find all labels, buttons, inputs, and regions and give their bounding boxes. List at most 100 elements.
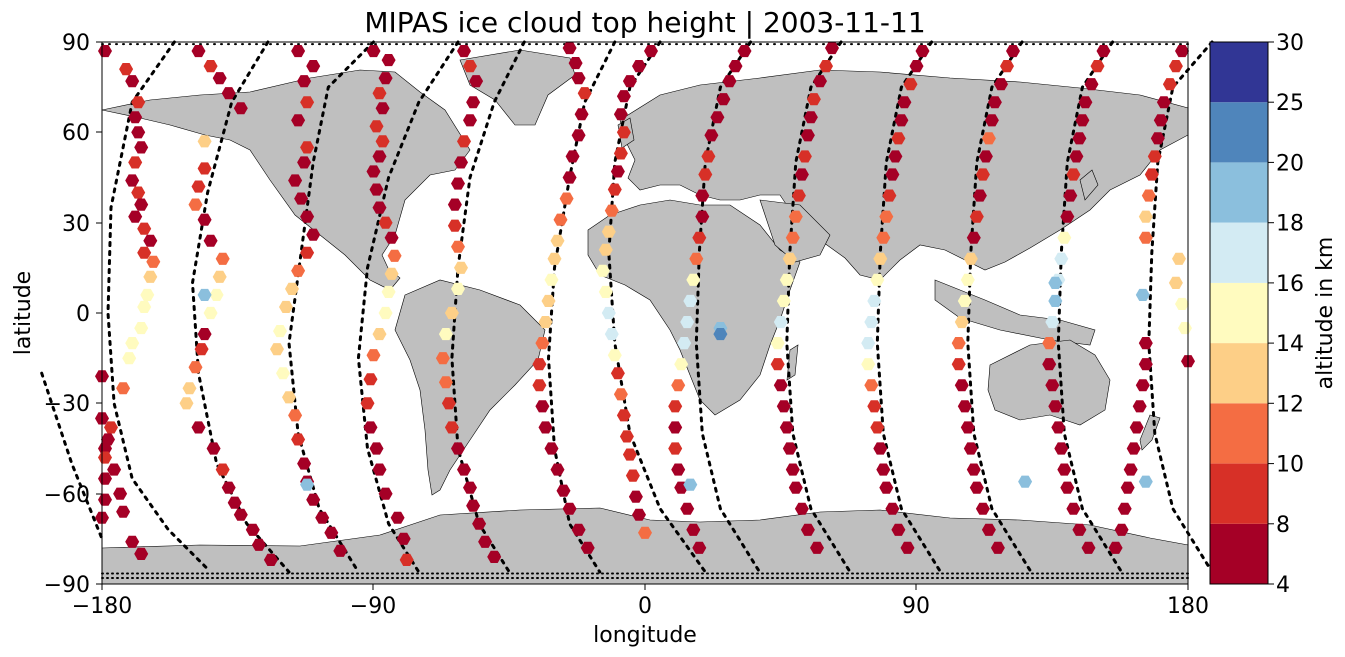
y-tick: −30 [44,392,102,417]
cloud-point [686,523,701,536]
cloud-point [616,90,631,103]
cloud-point [116,505,131,518]
cloud-point [128,210,143,223]
cloud-point [604,204,619,217]
cloud-point [233,508,248,521]
cloud-point [451,282,465,295]
x-tick-label: −90 [350,594,396,619]
cloud-point [782,442,797,455]
cloud-point [215,463,230,476]
cloud-point [221,481,236,494]
cloud-point [360,397,375,410]
cloud-point [960,421,975,434]
cloud-point [212,270,227,283]
cloud-point [1057,463,1072,476]
cloud-point [969,210,984,223]
cloud-point [785,463,800,476]
cloud-point [1147,150,1162,163]
cloud-point [776,400,791,413]
cloud-point [363,373,378,386]
cloud-point [677,337,692,350]
cloud-point [1123,463,1138,476]
indonesia [934,279,1096,346]
cloud-point [447,219,462,232]
cloud-point [122,352,137,365]
antarctica [101,507,1189,585]
cloud-point [197,162,212,175]
cloud-point [203,306,218,320]
cloud-point [873,252,888,265]
cloud-point [632,60,646,73]
cloud-point [668,421,683,434]
cloud-point [227,496,242,509]
cloud-point [1066,168,1081,181]
cloud-point [372,201,387,214]
colorbar-tick-label: 8 [1276,513,1290,538]
cloud-point [378,216,393,229]
cloud-point [957,294,972,307]
cloud-point [984,114,999,127]
cloud-point [632,508,646,521]
cloud-point [191,421,206,434]
cloud-point [1175,297,1189,310]
cloud-point [137,222,152,235]
cloud-point [1081,541,1096,554]
cloud-point [291,433,306,446]
cloud-point [951,358,966,371]
cloud-point [900,541,915,554]
cloud-point [598,243,613,256]
cloud-point [375,102,390,115]
cloud-point [143,270,158,283]
cloud-point [535,337,550,350]
cloud-point [556,484,571,497]
cloud-point [704,129,719,142]
cloud-point [788,210,803,223]
cloud-point [384,231,399,244]
cloud-point [990,541,1005,554]
y-tick: 0 [76,302,102,327]
cloud-point [381,285,396,298]
cloud-point [616,409,631,422]
cloud-point [737,45,752,58]
cloud-point [363,421,378,434]
cloud-point [1135,288,1150,301]
cloud-point [680,502,695,515]
cloud-point [598,285,613,298]
cloud-point [294,192,309,205]
cloud-point [463,114,477,127]
cloud-point [547,252,562,265]
cloud-point [538,421,553,434]
cloud-point [378,72,393,85]
cloud-point [1006,45,1020,58]
cloud-point [282,391,296,404]
cloud-point [680,316,695,329]
cloud-point [960,273,975,286]
cloud-point [683,478,698,491]
cloud-point [191,45,206,58]
colorbar-block [1210,42,1268,103]
cloud-point [366,165,381,178]
cloud-point [544,273,559,286]
cloud-point [776,294,791,307]
orbit-track [356,40,460,574]
x-tick: −180 [72,584,132,619]
cloud-point [369,442,384,455]
cloud-point [701,150,716,163]
cloud-point [378,306,393,320]
cloud-point [113,487,128,500]
colorbar-block [1210,343,1268,404]
cloud-point [686,273,701,286]
colorbar-tick-label: 30 [1276,31,1304,56]
cloud-point [692,541,707,554]
cloud-point [616,126,631,139]
cloud-point [574,108,589,121]
cloud-point [794,168,809,181]
japan [1079,169,1099,201]
colorbar-tick-label: 10 [1276,453,1304,478]
cloud-point [550,463,565,476]
colorbar-block [1210,523,1268,584]
cloud-point [273,325,287,338]
cloud-point [369,183,384,196]
cloud-point [1045,316,1060,329]
cloud-point [864,379,879,392]
